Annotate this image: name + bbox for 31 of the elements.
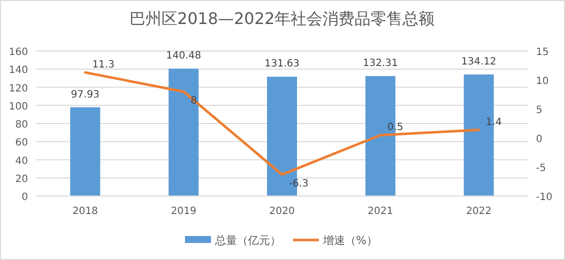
- y-tick-label: 80: [15, 120, 28, 130]
- y2-tick-label: 15: [536, 47, 549, 58]
- y2-tick-label: -5: [536, 163, 546, 174]
- data-label: 132.31: [362, 58, 398, 70]
- y-tick-label: 0: [22, 192, 28, 203]
- x-tick-label: 2018: [72, 206, 98, 217]
- data-label: 140.48: [166, 50, 202, 62]
- y-tick-label: 140: [8, 65, 28, 76]
- y-tick-label: 60: [15, 138, 28, 149]
- y2-tick-label: -10: [536, 192, 552, 203]
- data-label: 11.3: [92, 59, 114, 70]
- legend-label: 增速（%）: [322, 234, 378, 247]
- x-tick-label: 2019: [170, 206, 196, 217]
- data-label: 97.93: [70, 89, 100, 100]
- y-tick-label: 160: [8, 47, 28, 58]
- chart-title: 巴州区2018—2022年社会消费品零售总额: [129, 9, 435, 28]
- data-label: 134.12: [461, 56, 496, 68]
- y-tick-label: 20: [15, 174, 28, 185]
- legend-label: 总量（亿元）: [214, 234, 281, 247]
- y2-tick-label: 5: [536, 105, 542, 116]
- bar: [168, 68, 199, 196]
- x-tick-label: 2020: [269, 206, 295, 217]
- y2-tick-label: 0: [536, 134, 542, 145]
- y-tick-label: 100: [8, 101, 28, 112]
- bar: [70, 107, 100, 196]
- y2-tick-label: 10: [536, 76, 549, 87]
- x-tick-label: 2022: [466, 206, 492, 217]
- y-tick-label: 40: [15, 156, 28, 167]
- y-tick-label: 120: [8, 83, 28, 94]
- data-label: 131.63: [264, 58, 300, 70]
- x-tick-label: 2021: [368, 206, 394, 217]
